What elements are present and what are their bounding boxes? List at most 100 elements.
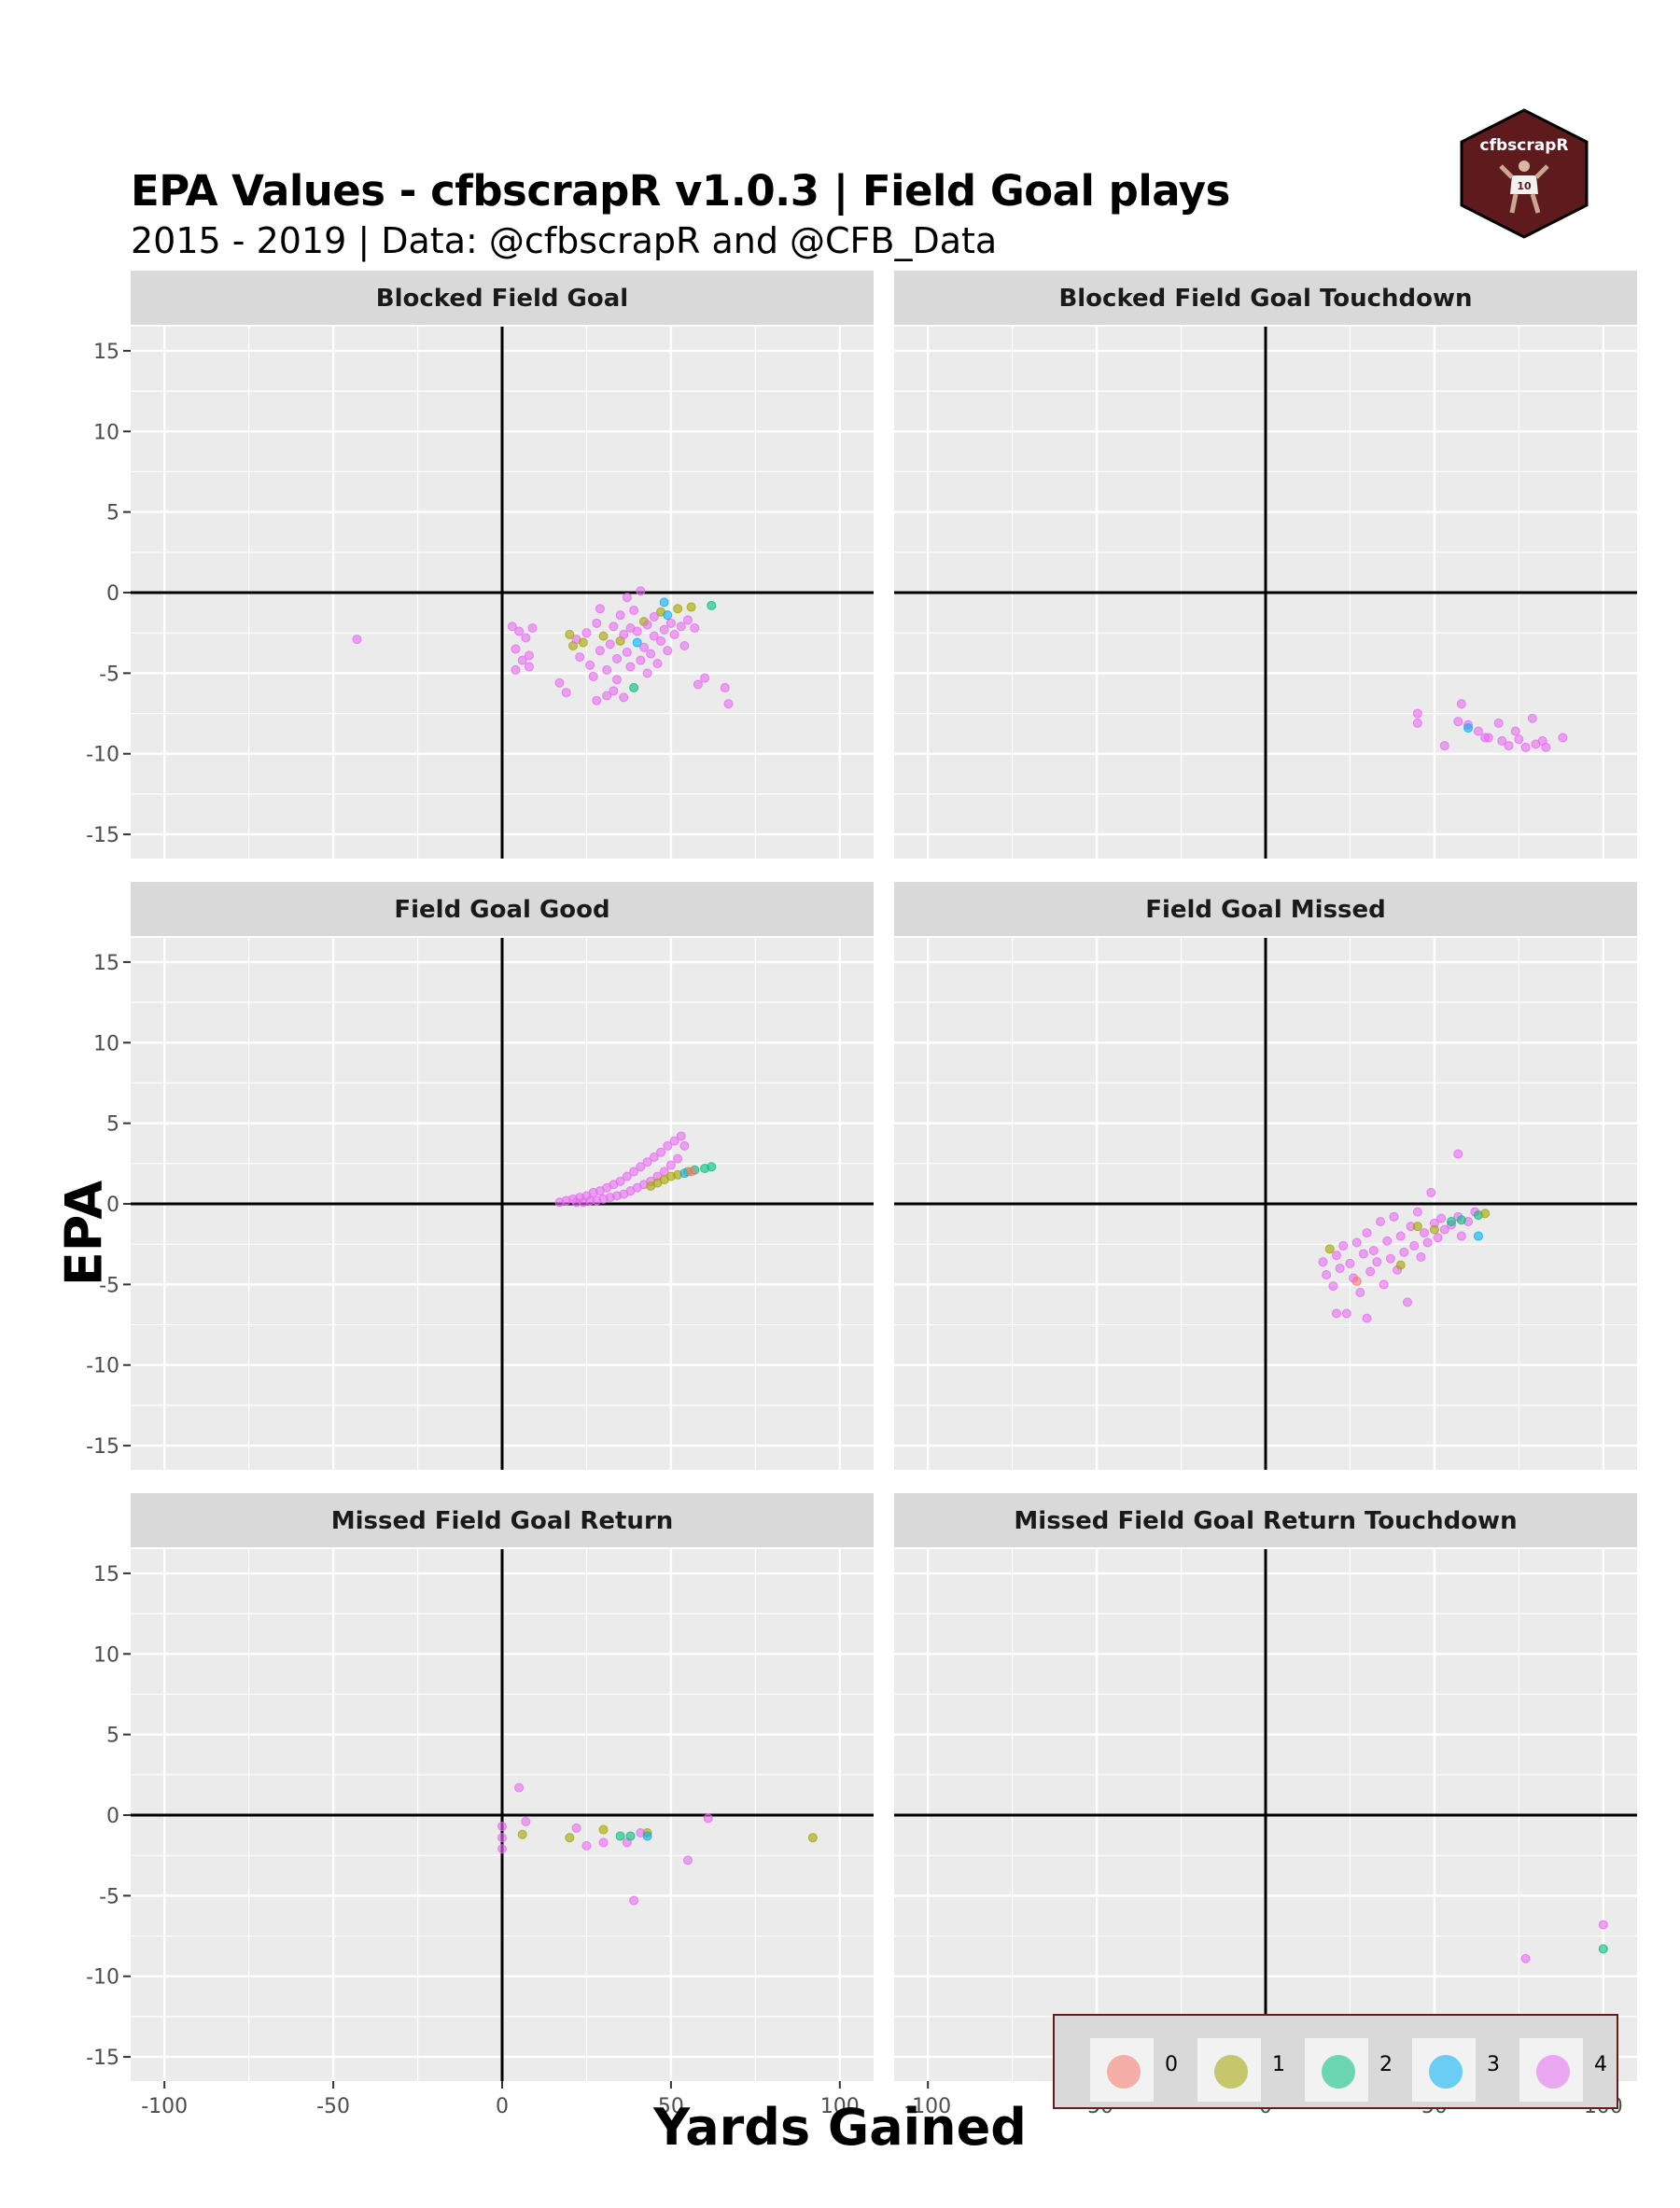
data-point	[1358, 1249, 1368, 1259]
data-point	[665, 1160, 676, 1170]
data-point	[605, 639, 615, 650]
data-point	[659, 624, 669, 635]
data-point	[663, 610, 673, 621]
data-point	[683, 1855, 693, 1866]
data-point	[636, 655, 646, 665]
x-tick-label: 0	[496, 2095, 509, 2118]
data-point	[669, 629, 679, 639]
data-point	[625, 1831, 636, 1841]
data-point	[1335, 1264, 1345, 1274]
data-point	[1324, 1244, 1335, 1254]
legend-label: 4	[1594, 2053, 1607, 2076]
y-tick-label: -5	[99, 1274, 119, 1297]
data-point	[1395, 1231, 1406, 1241]
legend-swatch	[1214, 2055, 1248, 2089]
data-point	[595, 604, 605, 614]
legend-key	[1197, 2038, 1261, 2102]
data-point	[1331, 1251, 1341, 1261]
data-point	[638, 642, 649, 652]
legend-key	[1519, 2038, 1583, 2102]
data-point	[1497, 735, 1507, 746]
y-tick-label: -15	[86, 2047, 119, 2070]
y-axis-title: EPA	[54, 1180, 114, 1287]
data-point	[649, 631, 659, 641]
data-point	[1436, 1213, 1447, 1223]
data-point	[629, 682, 639, 692]
data-point	[703, 1813, 713, 1824]
data-point	[629, 606, 639, 615]
legend-swatch	[1536, 2055, 1570, 2089]
data-point	[1402, 1297, 1412, 1307]
data-point	[592, 695, 602, 706]
data-point	[1355, 1288, 1365, 1297]
data-point	[625, 662, 636, 672]
data-point	[588, 671, 598, 681]
data-point	[632, 626, 642, 636]
y-tick-label: 15	[93, 341, 119, 364]
legend-label: 1	[1272, 2053, 1285, 2076]
logo-text: cfbscrapR	[1480, 136, 1569, 155]
facet-strip	[131, 271, 874, 325]
facet-panel: Field Goal Missed	[894, 882, 1637, 1470]
chart-subtitle: 2015 - 2019 | Data: @cfbscrapR and @CFB_…	[131, 220, 998, 261]
logo-hexagon: cfbscrapR 10	[1460, 108, 1589, 239]
facet-panel: Field Goal Good 15 10 5 0 -5 -10 -15	[86, 882, 874, 1470]
data-point	[1331, 1308, 1341, 1319]
legend-key	[1305, 2038, 1368, 2102]
data-point	[585, 660, 595, 670]
data-point	[652, 659, 663, 668]
data-point	[571, 1197, 581, 1208]
y-tick-label: -5	[99, 1885, 119, 1908]
data-point	[561, 688, 571, 698]
x-tick-label: 100	[820, 2095, 860, 2118]
data-point	[352, 635, 362, 645]
legend-label: 0	[1165, 2053, 1178, 2076]
facet-strip-label: Field Goal Good	[394, 896, 609, 924]
data-point	[524, 662, 534, 672]
data-point	[497, 1822, 507, 1832]
data-point	[1510, 726, 1520, 736]
data-point	[686, 1167, 696, 1177]
x-tick-label: -100	[141, 2095, 188, 2118]
data-point	[1453, 717, 1463, 727]
data-point	[602, 664, 612, 675]
data-point	[642, 620, 652, 630]
data-point	[1493, 718, 1504, 728]
y-tick-label: 15	[93, 1563, 119, 1586]
data-point	[669, 1136, 679, 1146]
facet-strip-label: Field Goal Missed	[1145, 896, 1386, 924]
data-point	[665, 618, 676, 628]
facet-strip	[131, 1493, 874, 1547]
data-point	[507, 622, 517, 632]
y-tick-label: 10	[93, 1032, 119, 1055]
y-tick-label: 5	[106, 1725, 119, 1748]
data-point	[632, 637, 642, 648]
data-point	[693, 679, 703, 690]
x-tick-label: -50	[316, 2095, 350, 2118]
data-point	[646, 649, 656, 659]
y-tick-label: -5	[99, 663, 119, 686]
y-tick-label: -10	[86, 744, 119, 767]
legend-swatch	[1322, 2055, 1355, 2089]
y-tick-label: 0	[106, 1805, 119, 1828]
data-point	[1338, 1240, 1349, 1251]
x-tick-label: -100	[904, 2095, 951, 2118]
data-point	[527, 623, 538, 633]
data-point	[690, 623, 700, 633]
data-point	[602, 691, 612, 701]
data-point	[1439, 741, 1449, 751]
data-point	[1341, 1308, 1351, 1319]
data-point	[598, 1838, 609, 1848]
facet-strip-label: Blocked Field Goal Touchdown	[1058, 285, 1472, 313]
data-point	[1426, 1187, 1436, 1197]
data-point	[629, 1895, 639, 1906]
cfbscrapr-logo: cfbscrapR 10	[1458, 108, 1590, 239]
data-point	[663, 646, 673, 656]
data-point	[1527, 713, 1537, 723]
data-point	[1483, 733, 1493, 743]
facet-strip-label: Missed Field Goal Return	[331, 1507, 674, 1535]
data-point	[659, 597, 669, 608]
data-point	[656, 636, 666, 646]
y-tick-label: -15	[86, 1435, 119, 1459]
